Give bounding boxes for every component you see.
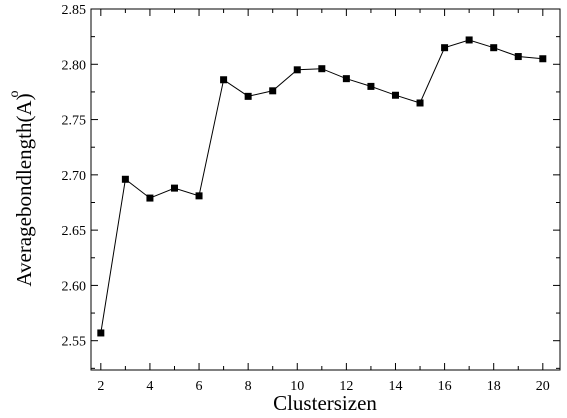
data-point xyxy=(342,75,350,83)
data-point xyxy=(170,184,178,192)
data-point xyxy=(367,82,375,90)
data-point xyxy=(293,66,301,74)
data-point xyxy=(490,44,498,52)
y-tick-label: 2.65 xyxy=(62,224,87,239)
x-tick-label: 14 xyxy=(388,379,402,394)
data-point xyxy=(146,194,154,202)
data-point xyxy=(441,44,449,52)
data-point xyxy=(220,76,228,84)
x-tick-label: 20 xyxy=(536,379,550,394)
x-tick-label: 4 xyxy=(146,379,153,394)
y-tick-label: 2.80 xyxy=(62,58,87,73)
x-tick-label: 18 xyxy=(487,379,501,394)
data-point xyxy=(318,65,326,73)
data-point xyxy=(465,36,473,44)
x-tick-label: 6 xyxy=(196,379,203,394)
x-tick-labels: 2 4 6 8 10 12 14 16 18 20 xyxy=(97,379,549,394)
data-point xyxy=(416,99,424,107)
y-tick-label: 2.75 xyxy=(62,114,87,129)
axis-ticks xyxy=(91,8,560,370)
x-tick-label: 12 xyxy=(339,379,353,394)
plot-frame xyxy=(90,8,561,371)
x-axis-title: Clustersizen xyxy=(273,391,377,415)
data-markers xyxy=(97,36,547,337)
x-tick-label: 2 xyxy=(97,379,104,394)
data-point xyxy=(391,91,399,99)
data-point xyxy=(244,92,252,100)
y-tick-label: 2.60 xyxy=(62,279,87,294)
x-tick-label: 8 xyxy=(245,379,252,394)
y-axis-title-group: Averagebondlength(A) o xyxy=(7,91,36,287)
data-point xyxy=(539,55,547,63)
data-point xyxy=(514,53,522,61)
data-point xyxy=(97,329,105,337)
y-tick-labels: 2.55 2.60 2.65 2.70 2.75 2.80 2.85 xyxy=(62,3,87,350)
x-tick-label: 10 xyxy=(290,379,304,394)
y-axis-title: Averagebondlength(A) xyxy=(12,93,36,286)
y-tick-label: 2.85 xyxy=(62,3,87,18)
y-tick-label: 2.70 xyxy=(62,169,87,184)
x-tick-label: 16 xyxy=(438,379,452,394)
y-tick-label: 2.55 xyxy=(62,335,87,350)
y-axis-title-ring: o xyxy=(7,91,22,98)
data-point xyxy=(121,175,129,183)
data-point xyxy=(269,87,277,95)
series-line xyxy=(100,39,543,334)
data-point xyxy=(195,192,203,200)
